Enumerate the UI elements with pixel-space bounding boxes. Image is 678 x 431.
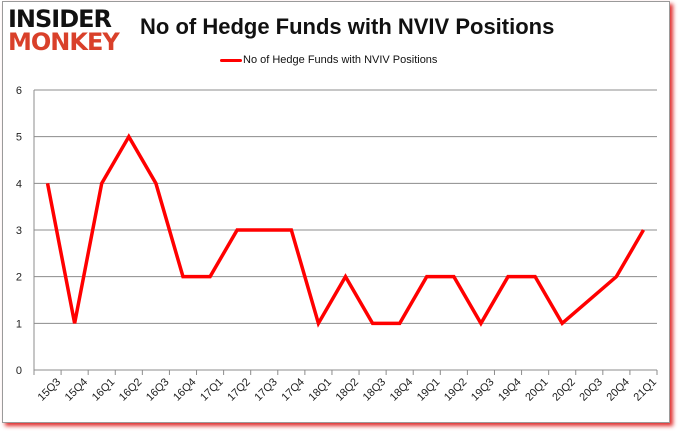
x-tick-label: 19Q4 <box>496 376 524 404</box>
y-tick-label: 3 <box>16 225 22 237</box>
x-tick-label: 20Q3 <box>577 376 605 404</box>
y-tick-label: 2 <box>16 272 22 284</box>
x-tick-label: 20Q4 <box>604 376 632 404</box>
x-tick-label: 16Q3 <box>144 376 172 404</box>
x-tick-label: 16Q4 <box>171 376 199 404</box>
legend: No of Hedge Funds with NVIV Positions <box>220 54 437 66</box>
x-tick-label: 19Q3 <box>469 376 497 404</box>
series-line <box>45 133 645 328</box>
logo-line2: MONKEY <box>8 28 120 56</box>
x-tick-label: 19Q1 <box>415 376 443 404</box>
x-tick-label: 17Q2 <box>225 376 253 404</box>
x-tick-label: 19Q2 <box>442 376 470 404</box>
y-tick-label: 1 <box>16 318 22 330</box>
y-tick-label: 4 <box>16 178 22 190</box>
x-tick-label: 18Q1 <box>307 376 335 404</box>
chart-title: No of Hedge Funds with NVIV Positions <box>140 14 555 39</box>
x-tick-label: 17Q3 <box>252 376 280 404</box>
y-tick-label: 6 <box>16 85 22 97</box>
insider-monkey-logo: INSIDER MONKEY <box>8 5 126 56</box>
x-tick-label: 18Q4 <box>388 376 416 404</box>
legend-label: No of Hedge Funds with NVIV Positions <box>243 54 438 66</box>
x-tick-label: 18Q2 <box>334 376 362 404</box>
x-tick-label: 17Q1 <box>198 376 226 404</box>
x-tick-label: 21Q1 <box>632 376 660 404</box>
x-tick-label: 16Q2 <box>117 376 145 404</box>
x-tick-label: 20Q2 <box>550 376 578 404</box>
x-tick-label: 18Q3 <box>361 376 389 404</box>
x-tick-label: 16Q1 <box>90 376 118 404</box>
y-tick-label: 5 <box>16 132 22 144</box>
x-tick-label: 15Q4 <box>63 376 91 404</box>
x-tick-label: 20Q1 <box>523 376 551 404</box>
chart-frame <box>2 1 670 423</box>
legend-swatch <box>220 58 242 62</box>
x-tick-label: 17Q4 <box>279 376 307 404</box>
x-tick-label: 15Q3 <box>36 376 64 404</box>
logo-line1: INSIDER <box>8 5 112 33</box>
y-tick-label: 0 <box>16 365 22 377</box>
